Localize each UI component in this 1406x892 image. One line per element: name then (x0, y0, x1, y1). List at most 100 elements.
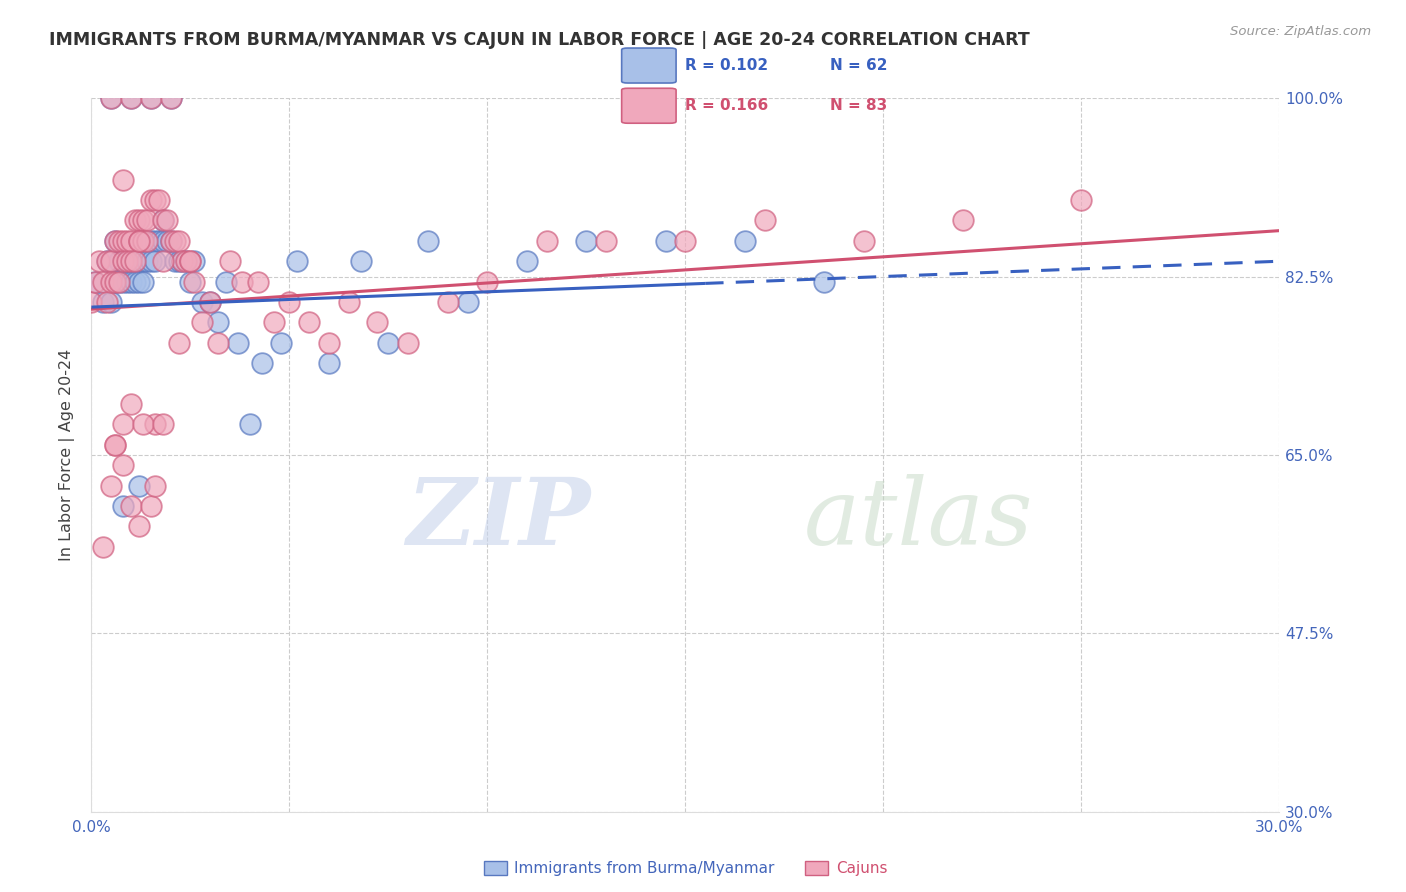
Point (115, 254, 138, 268)
Point (152, 417, 174, 432)
Point (112, 234, 135, 248)
Point (179, 254, 201, 268)
Point (128, 478, 150, 492)
Point (100, 91, 122, 105)
Point (143, 234, 166, 248)
Point (366, 315, 388, 329)
Point (852, 234, 875, 248)
Point (163, 234, 186, 248)
Point (152, 213, 174, 227)
Point (159, 91, 181, 105)
Point (84, 275, 107, 289)
Point (124, 254, 146, 268)
Point (152, 213, 174, 227)
Point (124, 275, 146, 289)
Point (176, 254, 198, 268)
Point (200, 295, 222, 310)
Point (89, 254, 111, 268)
Point (120, 234, 142, 248)
Point (536, 234, 558, 248)
Point (100, 254, 122, 268)
Point (100, 478, 122, 492)
Point (112, 458, 135, 472)
Text: atlas: atlas (804, 475, 1033, 564)
Point (104, 275, 127, 289)
Point (179, 254, 201, 268)
Point (112, 172, 135, 186)
Text: N = 83: N = 83 (830, 98, 887, 113)
Point (270, 335, 292, 350)
Point (132, 213, 155, 227)
Point (250, 356, 273, 370)
Point (477, 275, 499, 289)
Point (813, 275, 835, 289)
Point (139, 499, 162, 513)
Text: N = 62: N = 62 (830, 58, 887, 73)
Point (952, 213, 974, 227)
Point (350, 254, 373, 268)
Point (91, 275, 114, 289)
Text: R = 0.102: R = 0.102 (685, 58, 768, 73)
Point (167, 254, 190, 268)
Point (143, 478, 166, 492)
Point (278, 295, 301, 310)
FancyBboxPatch shape (621, 88, 676, 123)
Point (104, 438, 127, 452)
Point (143, 193, 166, 207)
Point (654, 234, 676, 248)
Text: R = 0.166: R = 0.166 (685, 98, 769, 113)
Point (139, 254, 162, 268)
Point (143, 417, 166, 432)
Point (215, 275, 238, 289)
Point (96, 254, 118, 268)
Point (159, 234, 181, 248)
Point (108, 275, 131, 289)
Point (135, 254, 157, 268)
Point (183, 254, 205, 268)
Point (91, 295, 114, 310)
Point (516, 254, 538, 268)
Point (104, 234, 127, 248)
Point (207, 335, 229, 350)
Point (128, 213, 150, 227)
Point (120, 275, 142, 289)
Point (167, 335, 190, 350)
Point (104, 438, 127, 452)
Point (176, 254, 198, 268)
Point (337, 295, 360, 310)
Point (120, 499, 142, 513)
Point (112, 254, 135, 268)
Point (108, 234, 131, 248)
Point (285, 254, 308, 268)
Point (135, 234, 157, 248)
Point (96, 254, 118, 268)
Point (231, 275, 253, 289)
Point (163, 254, 186, 268)
Point (124, 254, 146, 268)
Point (416, 234, 439, 248)
Point (172, 254, 194, 268)
Point (100, 275, 122, 289)
Point (575, 234, 598, 248)
Point (219, 254, 242, 268)
Point (183, 275, 205, 289)
Point (100, 91, 122, 105)
Point (124, 213, 146, 227)
Point (112, 417, 135, 432)
Point (1070, 193, 1092, 207)
Point (112, 254, 135, 268)
Point (115, 234, 138, 248)
Point (108, 275, 131, 289)
Point (139, 91, 162, 105)
Point (191, 295, 214, 310)
Point (132, 417, 155, 432)
Point (396, 335, 419, 350)
Point (239, 417, 262, 432)
Point (179, 275, 201, 289)
Point (156, 234, 179, 248)
Text: ZIP: ZIP (406, 475, 591, 564)
Y-axis label: In Labor Force | Age 20-24: In Labor Force | Age 20-24 (59, 349, 75, 561)
Point (148, 193, 170, 207)
Point (226, 335, 249, 350)
Point (152, 254, 174, 268)
